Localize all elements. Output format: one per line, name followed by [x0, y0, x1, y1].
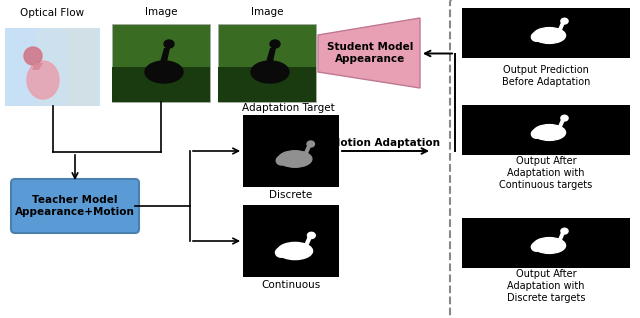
- Text: Output Prediction
Before Adaptation: Output Prediction Before Adaptation: [502, 65, 590, 87]
- Ellipse shape: [531, 33, 541, 41]
- Polygon shape: [160, 48, 170, 62]
- Bar: [67, 28, 98, 106]
- Ellipse shape: [24, 47, 42, 65]
- Ellipse shape: [531, 130, 541, 138]
- Text: Optical Flow: Optical Flow: [20, 8, 84, 18]
- Ellipse shape: [276, 156, 287, 165]
- Ellipse shape: [533, 238, 566, 253]
- Ellipse shape: [307, 141, 314, 147]
- Ellipse shape: [145, 61, 183, 83]
- Bar: [243, 115, 339, 187]
- Polygon shape: [318, 18, 420, 88]
- Bar: [243, 205, 339, 277]
- Bar: [462, 8, 630, 58]
- Polygon shape: [557, 23, 565, 33]
- Bar: [218, 67, 316, 102]
- Polygon shape: [557, 120, 565, 130]
- Text: Discrete: Discrete: [269, 190, 312, 200]
- Ellipse shape: [278, 242, 312, 259]
- Bar: [112, 24, 210, 102]
- Ellipse shape: [561, 18, 568, 24]
- Bar: [462, 105, 630, 155]
- Bar: [218, 24, 316, 102]
- Text: Student Model
Appearance: Student Model Appearance: [327, 42, 413, 64]
- Text: Image: Image: [145, 7, 177, 17]
- Ellipse shape: [531, 243, 541, 251]
- Bar: [112, 67, 210, 102]
- Ellipse shape: [561, 228, 568, 234]
- Ellipse shape: [533, 28, 566, 44]
- Ellipse shape: [270, 40, 280, 48]
- FancyBboxPatch shape: [11, 179, 139, 233]
- Ellipse shape: [278, 151, 312, 167]
- Ellipse shape: [27, 61, 59, 99]
- Text: Continuous: Continuous: [261, 280, 321, 290]
- Text: Output After
Adaptation with
Discrete targets: Output After Adaptation with Discrete ta…: [507, 269, 585, 303]
- FancyBboxPatch shape: [450, 0, 640, 318]
- Bar: [462, 218, 630, 268]
- Polygon shape: [303, 237, 312, 248]
- Ellipse shape: [164, 40, 174, 48]
- Text: Image: Image: [251, 7, 284, 17]
- Polygon shape: [557, 232, 565, 243]
- Ellipse shape: [275, 248, 287, 257]
- Text: Adaptation Target: Adaptation Target: [242, 103, 334, 113]
- Ellipse shape: [533, 125, 566, 141]
- Text: Motion Adaptation: Motion Adaptation: [330, 138, 440, 148]
- Text: Teacher Model
Appearance+Motion: Teacher Model Appearance+Motion: [15, 195, 135, 217]
- Bar: [36, 28, 67, 106]
- Polygon shape: [266, 48, 276, 62]
- Ellipse shape: [307, 232, 316, 238]
- Ellipse shape: [251, 61, 289, 83]
- Bar: [5, 28, 100, 106]
- Text: Output After
Adaptation with
Continuous targets: Output After Adaptation with Continuous …: [499, 156, 593, 190]
- Ellipse shape: [561, 115, 568, 121]
- Bar: [5, 28, 36, 106]
- Polygon shape: [32, 63, 43, 70]
- Polygon shape: [303, 146, 312, 156]
